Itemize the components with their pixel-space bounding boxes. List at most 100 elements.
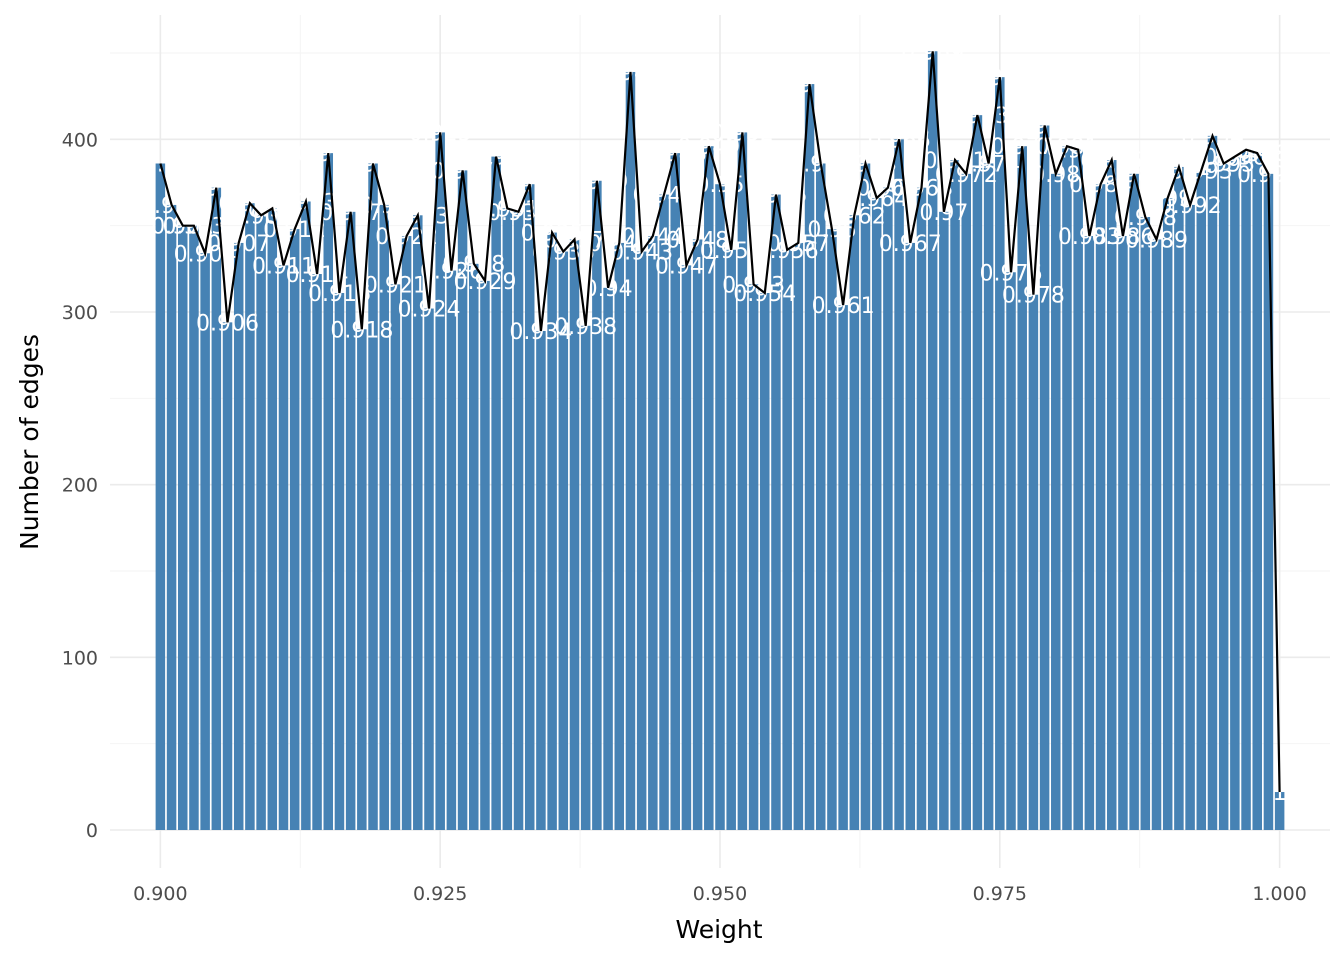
y-tick-label: 400 — [62, 129, 98, 151]
bar — [491, 156, 501, 831]
bar — [815, 163, 826, 831]
bar — [536, 330, 546, 831]
bar — [793, 242, 804, 831]
bar — [1151, 239, 1162, 831]
bar — [1218, 163, 1229, 831]
y-axis-title: Number of edges — [15, 334, 44, 550]
bar — [1162, 198, 1173, 831]
bar — [983, 163, 994, 831]
bar — [368, 163, 378, 831]
bar — [1185, 204, 1195, 831]
x-tick-label: 0.950 — [693, 883, 747, 905]
bar — [603, 287, 613, 831]
bar-value-label: 1 — [1273, 781, 1287, 806]
bar — [927, 51, 938, 831]
bar-value-label: 0.911 — [252, 254, 315, 279]
bar — [704, 146, 714, 831]
bar — [401, 236, 412, 831]
bar — [950, 160, 960, 831]
bar — [871, 198, 882, 831]
bar — [267, 208, 278, 831]
y-tick-label: 0 — [86, 820, 98, 842]
bar — [166, 204, 177, 831]
bar — [760, 293, 770, 831]
y-tick-label: 200 — [62, 475, 98, 497]
bar — [1118, 236, 1128, 831]
bar — [916, 187, 927, 831]
bar — [569, 239, 580, 831]
x-tick-label: 0.900 — [133, 883, 187, 905]
bar — [200, 253, 210, 831]
bar — [681, 265, 692, 831]
bar — [1263, 173, 1274, 831]
bar — [804, 84, 815, 831]
bars — [155, 51, 1285, 831]
bar — [939, 211, 949, 831]
x-tick-label: 1.000 — [1252, 883, 1306, 905]
bar-value-label: 0.931 — [476, 197, 539, 222]
bar — [972, 115, 983, 831]
bar — [1006, 272, 1016, 831]
bar — [446, 270, 457, 831]
bar — [1073, 149, 1083, 831]
bar — [1017, 146, 1027, 831]
bar — [558, 251, 569, 831]
bar — [1274, 792, 1285, 831]
bar — [301, 201, 311, 831]
bar — [737, 132, 748, 831]
bar — [1051, 173, 1061, 831]
bar — [524, 184, 535, 831]
bar — [480, 280, 490, 831]
bar — [905, 242, 916, 831]
bar — [323, 153, 334, 831]
x-axis-title: Weight — [675, 915, 762, 944]
axes: 0.900 0.925 0.950 0.975 1.000 0 100 200 300 400 — [62, 129, 1307, 905]
bar — [1241, 149, 1251, 831]
bar — [715, 184, 725, 831]
bar — [782, 249, 792, 831]
bar — [1252, 153, 1263, 831]
bar — [894, 139, 904, 831]
bar — [424, 308, 434, 831]
bar — [289, 229, 300, 831]
bar — [1106, 160, 1117, 831]
bar — [1084, 236, 1095, 831]
bar — [513, 211, 524, 831]
bar-value-label: 0.909 — [230, 204, 293, 229]
bar — [827, 229, 837, 831]
bar — [155, 163, 166, 831]
bar — [849, 215, 860, 831]
bar — [670, 153, 680, 831]
bar — [860, 163, 871, 831]
trend-line-layer — [159, 51, 1281, 793]
bar — [838, 305, 848, 831]
bar — [726, 249, 736, 831]
bar — [390, 284, 401, 831]
bar — [1028, 294, 1039, 831]
bar — [1129, 173, 1139, 831]
bar — [256, 215, 266, 831]
bar — [614, 242, 625, 831]
bar — [245, 203, 255, 831]
bar — [211, 187, 222, 831]
bar — [636, 251, 647, 831]
bar — [1174, 166, 1184, 831]
bar — [771, 194, 781, 831]
bar — [592, 180, 602, 831]
bar — [1230, 156, 1240, 831]
bar — [961, 173, 971, 831]
bar — [457, 170, 468, 831]
bar — [748, 284, 759, 831]
bar — [1207, 135, 1218, 831]
bar — [334, 293, 345, 831]
bar — [659, 194, 669, 831]
bar — [1039, 125, 1050, 831]
bar — [580, 325, 591, 831]
bar — [278, 265, 289, 831]
bar — [435, 132, 445, 831]
bar — [469, 263, 479, 831]
x-tick-label: 0.925 — [413, 883, 467, 905]
bar — [312, 274, 322, 831]
bar — [413, 215, 423, 831]
trend-line — [159, 51, 1281, 793]
